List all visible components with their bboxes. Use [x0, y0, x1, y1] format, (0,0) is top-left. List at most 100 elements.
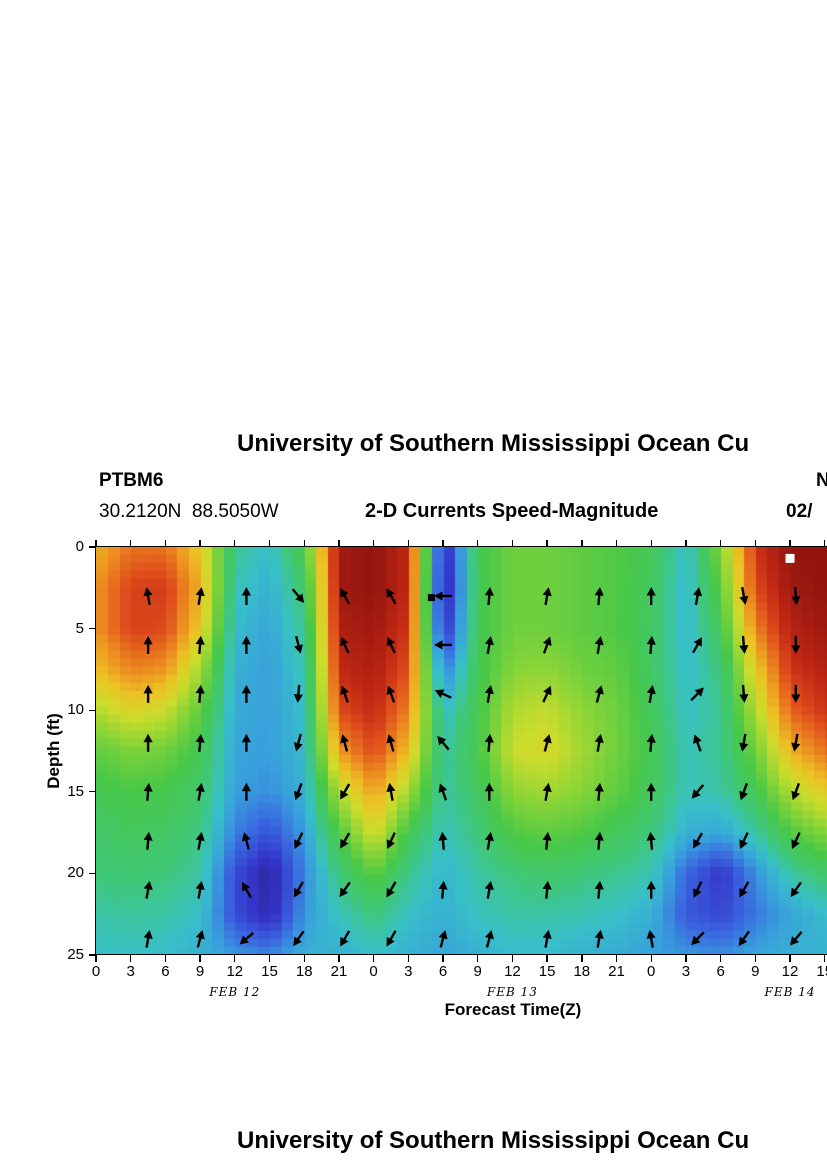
next-chart-title: University of Southern Mississippi Ocean…	[237, 1127, 750, 1154]
x-tick-bottom	[199, 955, 201, 962]
current-arrow	[739, 881, 750, 898]
current-arrow	[239, 931, 255, 945]
current-arrow	[293, 782, 303, 801]
current-arrow	[484, 880, 494, 899]
current-arrow	[143, 635, 153, 654]
x-tick-label: 12	[226, 963, 244, 980]
current-arrow	[291, 588, 305, 603]
y-tick	[89, 954, 96, 956]
current-arrow	[791, 586, 801, 605]
current-arrow	[340, 783, 351, 800]
x-tick-label: 6	[716, 963, 725, 980]
current-arrow	[293, 684, 303, 703]
x-tick-label: 21	[330, 963, 348, 980]
current-arrow	[241, 733, 251, 752]
y-tick	[89, 546, 96, 548]
x-tick-top	[754, 540, 756, 547]
x-tick-bottom	[754, 955, 756, 962]
x-tick-top	[719, 540, 722, 547]
x-tick-top	[268, 540, 271, 547]
y-tick-label: 0	[75, 538, 84, 555]
current-arrow	[437, 735, 450, 751]
current-arrow	[340, 930, 351, 947]
date-label: FEB 12	[209, 985, 261, 999]
current-arrow	[693, 832, 704, 849]
x-tick-bottom	[685, 955, 687, 962]
current-arrow	[484, 782, 494, 801]
current-arrow	[434, 591, 452, 601]
current-arrow	[646, 635, 656, 654]
x-tick-top	[546, 540, 548, 547]
x-tick-bottom	[130, 955, 132, 962]
current-arrow	[195, 930, 205, 948]
x-tick-top	[789, 540, 791, 547]
current-arrow	[791, 684, 801, 703]
x-tick-label: 3	[126, 963, 135, 980]
current-arrow	[438, 880, 448, 899]
x-tick-top	[650, 540, 652, 547]
y-tick-label: 10	[67, 701, 84, 719]
x-tick-top	[303, 540, 305, 547]
y-tick	[89, 709, 96, 711]
data-marker	[785, 553, 795, 563]
current-arrow	[791, 635, 801, 654]
x-tick-label: 21	[608, 963, 625, 980]
x-tick-top	[685, 540, 687, 547]
current-arrow	[646, 880, 656, 899]
date-label: FEB 13	[486, 985, 538, 999]
x-tick-label: 15	[261, 963, 278, 980]
current-arrow	[195, 880, 205, 899]
x-tick-bottom	[407, 955, 409, 962]
x-tick-bottom	[268, 955, 271, 962]
x-tick-top	[824, 540, 826, 547]
x-tick-bottom	[338, 955, 340, 962]
current-arrow	[484, 733, 494, 752]
current-arrow	[241, 881, 252, 899]
current-arrow	[542, 636, 552, 654]
current-arrow	[484, 636, 494, 654]
current-arrow	[434, 640, 452, 650]
current-arrow	[241, 635, 251, 654]
x-tick-label: 18	[295, 963, 313, 980]
y-tick	[89, 872, 96, 875]
current-arrow	[739, 635, 749, 654]
y-tick-label: 25	[67, 946, 84, 963]
x-tick-label: 12	[781, 963, 799, 980]
current-arrow	[195, 733, 205, 752]
x-tick-bottom	[372, 955, 375, 962]
current-arrow	[542, 880, 552, 899]
current-arrow	[143, 587, 153, 606]
current-arrow	[484, 930, 494, 948]
current-arrow	[594, 880, 604, 899]
current-arrow	[293, 930, 305, 947]
x-tick-bottom	[303, 955, 305, 962]
current-arrow	[195, 635, 205, 654]
current-arrow	[594, 733, 604, 752]
x-tick-bottom	[95, 955, 97, 962]
current-arrow	[691, 637, 702, 654]
x-tick-label: 12	[504, 963, 521, 980]
current-arrow	[294, 635, 303, 654]
current-arrow	[438, 783, 448, 801]
current-arrow	[738, 930, 750, 947]
x-tick-top	[372, 540, 375, 547]
current-arrow	[386, 782, 396, 801]
current-arrow	[542, 831, 552, 850]
station-coordinates: 30.2120N 88.5050W	[99, 501, 279, 522]
current-arrow	[195, 587, 205, 606]
x-tick-bottom	[546, 955, 548, 962]
x-tick-top	[130, 540, 132, 547]
x-tick-top	[477, 540, 479, 547]
current-arrow	[739, 782, 749, 801]
current-arrow	[690, 687, 704, 702]
current-arrow	[340, 588, 351, 605]
current-arrow	[646, 831, 656, 850]
x-tick-top	[581, 540, 583, 547]
date-label: FEB 14	[764, 985, 816, 999]
current-arrow	[790, 881, 802, 898]
current-arrow	[791, 782, 801, 801]
current-arrow	[386, 832, 396, 849]
current-arrow	[646, 929, 656, 948]
current-arrow	[143, 733, 153, 752]
